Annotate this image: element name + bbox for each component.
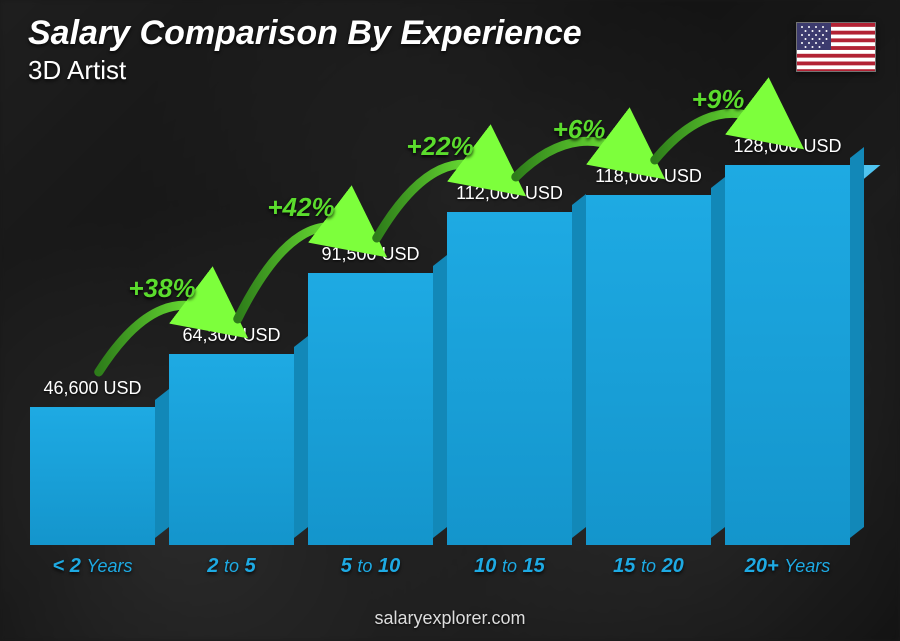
bar-value-label: 128,000 USD	[733, 136, 841, 157]
bar-5: 128,000 USD	[725, 136, 850, 545]
bar-chart: 46,600 USD 64,300 USD 91,500 USD 112,000 US…	[30, 103, 850, 583]
bar-0: 46,600 USD	[30, 378, 155, 545]
x-label-4: 15 to 20	[586, 545, 711, 583]
bars-container: 46,600 USD 64,300 USD 91,500 USD 112,000 US…	[30, 103, 850, 545]
x-label-1: 2 to 5	[169, 545, 294, 583]
bar-3: 112,000 USD	[447, 183, 572, 545]
chart-subtitle: 3D Artist	[28, 55, 582, 86]
bar-value-label: 46,600 USD	[43, 378, 141, 399]
bar-3d	[586, 195, 711, 545]
stage: Salary Comparison By Experience 3D Artis…	[0, 0, 900, 641]
x-label-2: 5 to 10	[308, 545, 433, 583]
bar-value-label: 91,500 USD	[321, 244, 419, 265]
bar-3d	[725, 165, 850, 545]
bar-4: 118,000 USD	[586, 166, 711, 545]
x-label-5: 20+ Years	[725, 545, 850, 583]
title-block: Salary Comparison By Experience 3D Artis…	[28, 14, 582, 86]
footer-credit: salaryexplorer.com	[0, 608, 900, 629]
bar-3d	[169, 354, 294, 545]
x-label-0: < 2 Years	[30, 545, 155, 583]
bar-1: 64,300 USD	[169, 325, 294, 545]
bar-3d	[447, 212, 572, 545]
bar-3d	[30, 407, 155, 545]
x-label-3: 10 to 15	[447, 545, 572, 583]
bar-3d	[308, 273, 433, 545]
bar-2: 91,500 USD	[308, 244, 433, 545]
chart-title: Salary Comparison By Experience	[28, 14, 582, 53]
bar-value-label: 64,300 USD	[182, 325, 280, 346]
flag-icon	[796, 22, 876, 72]
x-axis-labels: < 2 Years 2 to 5 5 to 10 10 to 15 15 to 20 20…	[30, 545, 850, 583]
bar-value-label: 112,000 USD	[456, 183, 563, 204]
bar-value-label: 118,000 USD	[595, 166, 702, 187]
